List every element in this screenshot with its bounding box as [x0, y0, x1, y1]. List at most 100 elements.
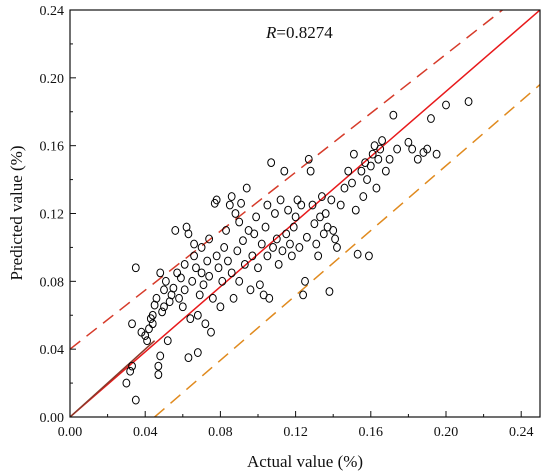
data-point	[282, 229, 291, 239]
data-point	[208, 293, 217, 303]
data-point	[404, 137, 413, 147]
data-point	[212, 195, 221, 205]
data-point	[201, 319, 210, 329]
data-point	[222, 226, 230, 235]
y-tick-label: 0.12	[40, 208, 65, 223]
data-point	[359, 192, 368, 201]
data-point	[301, 276, 309, 286]
y-tick-label: 0.24	[40, 4, 65, 19]
data-point	[269, 243, 277, 252]
x-tick-label: 0.12	[283, 425, 308, 440]
data-point	[291, 212, 300, 222]
data-point	[190, 239, 198, 249]
data-point	[203, 256, 212, 266]
data-point	[310, 219, 319, 229]
x-tick-label: 0.04	[133, 425, 158, 440]
data-point	[272, 234, 281, 244]
y-axis: 0.00 0.04 0.08 0.12 0.16 0.20 0.24	[40, 4, 76, 426]
data-point	[160, 285, 168, 295]
data-point	[280, 166, 289, 176]
data-point	[423, 144, 432, 154]
data-point	[131, 395, 140, 405]
data-point	[143, 336, 151, 346]
data-point	[297, 200, 306, 210]
data-point	[205, 234, 214, 244]
data-point	[368, 149, 377, 159]
data-point	[327, 195, 336, 205]
y-tick-label: 0.04	[40, 343, 65, 358]
data-point	[427, 114, 435, 123]
data-point	[372, 183, 381, 193]
data-point	[254, 263, 262, 273]
data-point	[175, 293, 183, 303]
data-point	[126, 366, 135, 376]
data-point	[289, 222, 298, 232]
data-point	[304, 154, 313, 164]
data-point	[171, 226, 180, 235]
lower-bound-line	[154, 84, 540, 417]
data-point	[321, 209, 330, 218]
data-point	[180, 285, 189, 295]
data-point	[239, 236, 247, 246]
data-point	[154, 370, 163, 380]
data-point	[318, 192, 326, 201]
data-point	[212, 251, 221, 261]
data-point	[229, 293, 238, 303]
data-point	[295, 243, 304, 252]
y-tick-label: 0.20	[40, 72, 65, 87]
data-point	[237, 198, 245, 208]
data-point	[319, 229, 328, 239]
x-axis-title: Actual value (%)	[247, 452, 363, 471]
data-point	[340, 183, 349, 193]
y-axis-title: Predicted value (%)	[7, 146, 26, 281]
data-point	[442, 100, 450, 110]
data-point	[378, 136, 386, 145]
data-point	[240, 259, 249, 269]
data-point	[186, 314, 195, 324]
data-point	[357, 166, 366, 176]
data-point	[197, 243, 206, 252]
r-annotation: R=0.8274	[265, 23, 333, 42]
data-point	[220, 243, 229, 252]
data-point	[193, 348, 202, 357]
data-point	[381, 166, 390, 176]
data-point	[286, 239, 294, 249]
data-point	[413, 154, 422, 164]
data-point	[432, 149, 441, 159]
data-point	[122, 378, 131, 388]
data-point	[329, 226, 338, 235]
data-point	[152, 293, 161, 303]
data-point	[349, 149, 358, 159]
data-point	[205, 271, 214, 281]
data-point	[287, 251, 296, 261]
data-point	[178, 302, 187, 312]
y-tick-label: 0.16	[40, 140, 65, 155]
data-point	[141, 331, 150, 341]
data-point	[261, 222, 270, 232]
data-point	[255, 280, 264, 290]
data-point	[177, 273, 185, 283]
y-tick-label: 0.08	[40, 275, 65, 290]
data-point	[156, 268, 165, 278]
x-tick-label: 0.08	[208, 425, 233, 440]
data-point	[252, 212, 261, 222]
x-tick-label: 0.24	[509, 425, 534, 440]
data-point	[193, 310, 202, 320]
data-point	[233, 246, 242, 256]
data-point	[265, 293, 274, 303]
data-point	[128, 319, 136, 329]
x-tick-label: 0.20	[434, 425, 459, 440]
data-point	[325, 287, 334, 296]
data-point	[195, 290, 204, 300]
data-point	[302, 232, 311, 242]
data-point	[365, 251, 373, 261]
x-tick-label: 0.00	[58, 425, 83, 440]
data-point	[278, 246, 287, 256]
data-point	[145, 324, 153, 334]
data-point	[199, 280, 208, 290]
data-point	[308, 200, 317, 210]
data-points	[122, 97, 473, 405]
data-point	[173, 268, 182, 278]
data-point	[312, 239, 321, 249]
